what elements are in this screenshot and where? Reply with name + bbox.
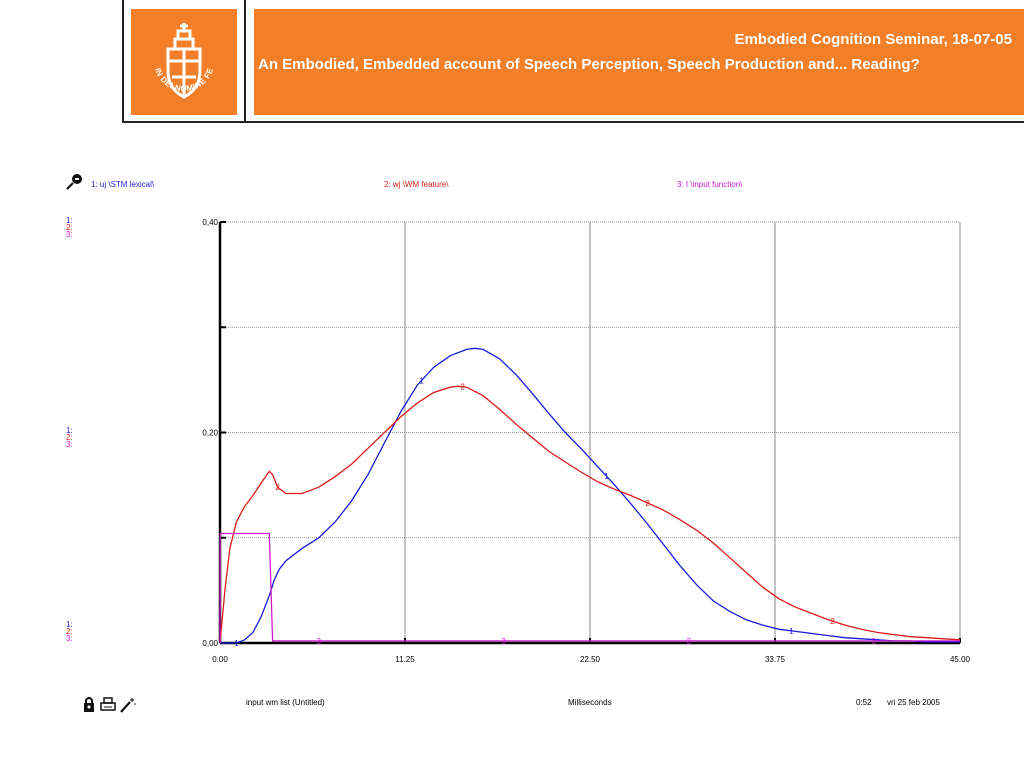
series-3-marker: 3: [871, 637, 876, 646]
x-tick-label: 22.50: [580, 655, 601, 664]
university-seal: IN DEI NOMINE FELICITER: [131, 9, 215, 99]
x-tick-label: 0.00: [212, 655, 228, 664]
series-1-marker: 1: [234, 639, 239, 648]
scale-label-3: 3:: [66, 440, 73, 449]
series-layer: 1 1 1 1 2 2 2 2 3 3 3 3: [219, 347, 961, 648]
scale-label-3: 3:: [66, 634, 73, 643]
series-2-marker: 2: [645, 499, 650, 508]
footer-time: 0:52: [856, 698, 872, 707]
talk-title: An Embodied, Embedded account of Speech …: [258, 56, 920, 73]
legend-series-3: 3: I \input function\: [677, 180, 743, 189]
pin-icon[interactable]: [66, 174, 82, 190]
seminar-title: Embodied Cognition Seminar, 18-07-05: [734, 31, 1012, 48]
logo: IN DEI NOMINE FELICITER: [131, 9, 237, 115]
chart-grid: [220, 221, 961, 643]
footer-date: vri 25 feb 2005: [887, 698, 940, 707]
legend-series-2: 2: wj \WM feature\: [384, 180, 449, 189]
print-icon[interactable]: [100, 697, 116, 711]
series-1-marker: 1: [419, 377, 424, 386]
series-2-line: [219, 385, 961, 644]
scale-label-2: 2:: [66, 433, 73, 442]
series-3-marker: 3: [686, 637, 691, 646]
scale-label-1: 1:: [66, 620, 73, 629]
header-divider: [244, 0, 246, 123]
scale-bottom: 1: 2: 3:: [66, 620, 73, 643]
scale-top: 1: 2: 3:: [66, 216, 73, 239]
tick-labels: 0.00 11.25 22.50 33.75 45.00 0,00 0,20 0,40: [202, 218, 970, 664]
y-tick-label: 0,40: [202, 218, 218, 227]
series-3-line: [219, 532, 960, 644]
scale-middle: 1: 2: 3:: [66, 426, 73, 449]
series-2-marker: 2: [460, 383, 465, 392]
title-banner: Embodied Cognition Seminar, 18-07-05 An …: [254, 9, 1024, 115]
series-1-line: [220, 347, 960, 644]
series-1-marker: 1: [604, 472, 609, 481]
series-2-marker: 2: [830, 617, 835, 626]
series-3-marker: 3: [316, 637, 321, 646]
x-tick-label: 11.25: [395, 655, 415, 664]
scale-label-2: 2:: [66, 223, 73, 232]
scale-label-2: 2:: [66, 627, 73, 636]
header-frame: [122, 0, 1024, 123]
x-axis-unit: Milliseconds: [568, 698, 612, 707]
scale-label-3: 3:: [66, 230, 73, 239]
y-tick-label: 0,20: [202, 429, 218, 438]
series-2-marker: 2: [275, 483, 280, 492]
legend-series-1: 1: uj \STM lexical\: [91, 180, 155, 189]
series-1-marker: 1: [789, 627, 794, 636]
scale-label-1: 1:: [66, 426, 73, 435]
x-tick-label: 45.00: [950, 655, 971, 664]
wand-icon[interactable]: [120, 698, 136, 713]
lock-icon[interactable]: [84, 697, 94, 712]
y-tick-label: 0,00: [202, 639, 218, 648]
series-3-marker: 3: [501, 637, 506, 646]
x-tick-label: 33.75: [765, 655, 786, 664]
scale-label-1: 1:: [66, 216, 73, 225]
graph-name: input wm list (Untitled): [246, 698, 325, 707]
